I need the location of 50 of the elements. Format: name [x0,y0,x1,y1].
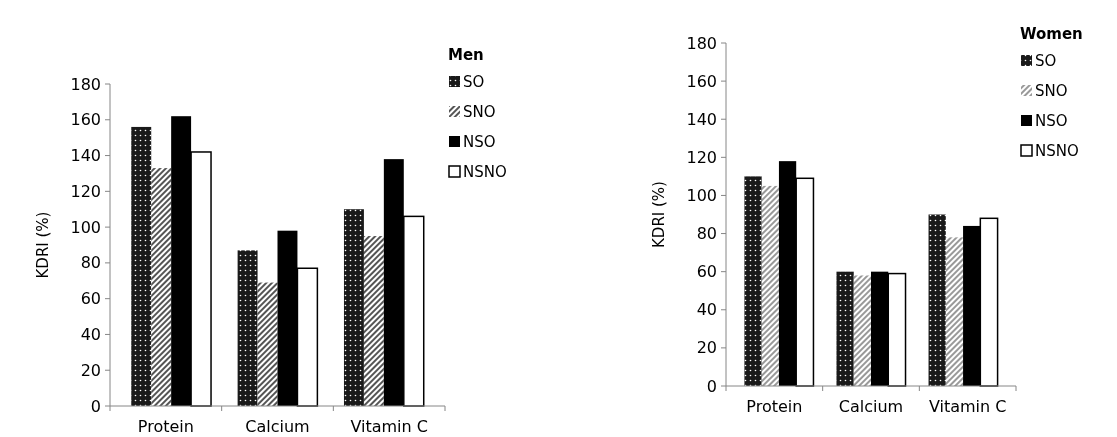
x-tick-label: Vitamin C [928,397,1007,416]
x-tick-label: Calcium [838,397,904,416]
legend-label: NSNO [463,163,507,181]
legend-label: SNO [463,103,496,121]
y-axis-title: KDRI (%) [650,181,668,248]
legend-label: NSNO [1035,142,1079,160]
x-tick-label: Protein [137,417,194,436]
y-tick-label: 120 [70,181,101,201]
bar [744,176,762,386]
bar [151,168,172,406]
y-tick-label: 180 [686,33,717,53]
x-tick-label: Calcium [245,417,310,436]
y-tick-label: 80 [696,224,717,244]
legend-label: SO [463,73,485,91]
y-tick-label: 60 [696,262,717,282]
x-tick-label: Protein [746,397,803,416]
y-tick-label: 100 [70,217,101,237]
y-tick-label: 160 [70,110,101,130]
bar [761,185,779,386]
legend-label: SNO [1035,82,1068,100]
bar [343,209,364,406]
y-tick-label: 140 [686,109,717,129]
bar [237,250,258,406]
y-tick-label: 40 [696,300,717,320]
y-tick-label: 20 [80,360,101,380]
y-tick-label: 140 [70,146,101,166]
y-tick-label: 0 [706,376,717,396]
bar [853,275,871,386]
legend-label: NSO [463,133,496,151]
y-tick-label: 160 [686,71,717,91]
y-tick-label: 180 [70,74,101,94]
y-tick-label: 100 [686,186,717,206]
y-tick-label: 40 [80,325,101,345]
bar [945,237,964,386]
y-axis-title: KDRI (%) [34,211,52,279]
legend-label: SO [1035,52,1057,70]
bar [928,214,946,386]
y-tick-label: 0 [90,396,101,416]
bar [836,271,854,386]
x-tick-label: Vitamin C [350,417,428,436]
bar [257,282,278,406]
bar [131,126,152,406]
legend-title: Men [448,46,484,64]
y-tick-label: 120 [686,147,717,167]
legend-title: Women [1020,25,1083,43]
legend-label: NSO [1035,112,1068,130]
y-tick-label: 80 [80,253,101,273]
y-tick-label: 20 [696,338,717,358]
bar [363,236,384,406]
y-tick-label: 60 [80,289,101,309]
